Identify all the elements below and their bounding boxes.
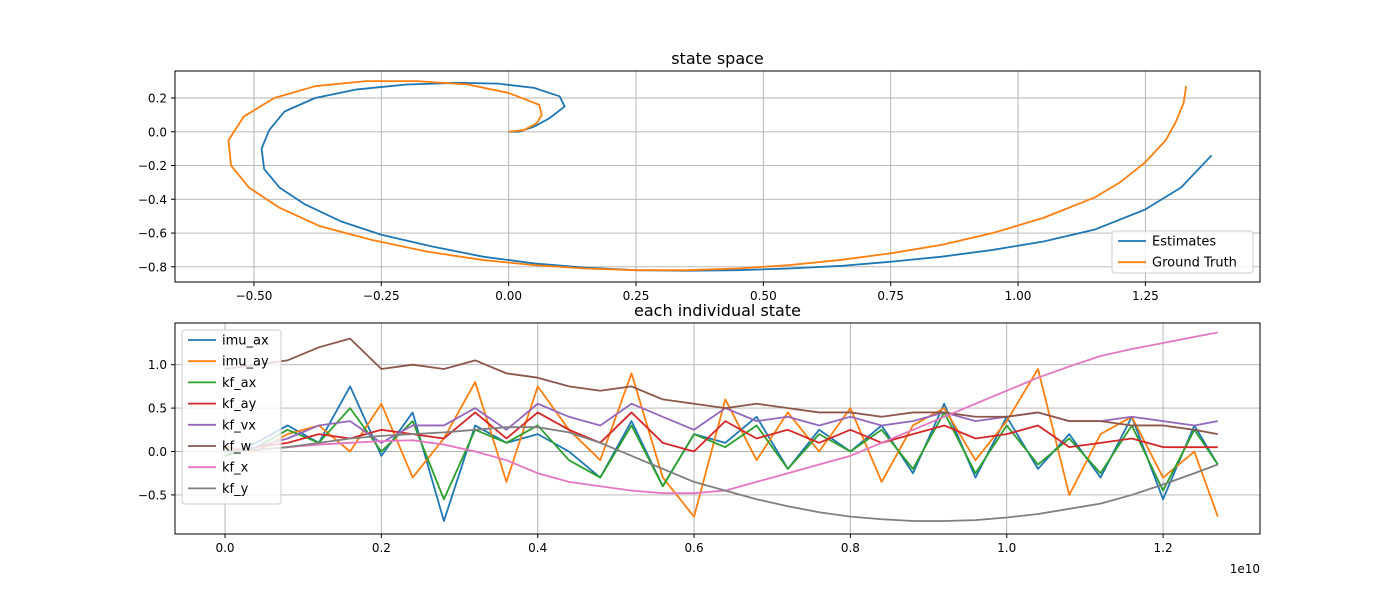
- y-tick-label: −0.4: [138, 193, 167, 207]
- legend-box: [181, 329, 282, 505]
- chart-title: each individual state: [634, 301, 801, 320]
- legend-label: imu_ay: [222, 355, 269, 370]
- individual-state-axes: 0.0 0.2 0.4 0.6 0.8 1.0 1.2 1.0 0.5 0.0 −0.5 each i…: [138, 301, 1261, 576]
- legend-label: kf_ay: [222, 397, 257, 412]
- axes-frame: [174, 70, 1261, 283]
- x-tick-label: 0.8: [841, 541, 860, 555]
- x-tick-label: 0.50: [750, 289, 777, 303]
- y-tick-label: −0.5: [138, 488, 167, 502]
- series-lines: [227, 80, 1213, 272]
- y-tick-label: −0.8: [138, 260, 167, 274]
- y-tick-label: 0.0: [148, 125, 167, 139]
- legend: imu_ax imu_ay kf_ax kf_ay kf_vx kf_w kf_x kf_y: [181, 329, 282, 505]
- series-line-kf-y: [224, 426, 1219, 522]
- x-tick-label: 0.75: [877, 289, 904, 303]
- legend-label: imu_ax: [222, 334, 269, 349]
- x-tick-label: 1.2: [1154, 541, 1173, 555]
- x-tick-label: 0.00: [495, 289, 522, 303]
- legend-label: kf_ax: [222, 376, 257, 391]
- chart-title: state space: [671, 49, 764, 68]
- legend-label: kf_y: [222, 482, 249, 497]
- x-tick-label: 1.25: [1132, 289, 1159, 303]
- x-tick-label: 0.0: [215, 541, 234, 555]
- legend-label: kf_x: [222, 461, 249, 476]
- x-tick-label: −0.25: [363, 289, 400, 303]
- x-tick-label: 0.25: [623, 289, 650, 303]
- series-line-estimates: [260, 81, 1213, 272]
- state-space-axes: −0.50 −0.25 0.00 0.25 0.50 0.75 1.00 1.25 0.2 0.0…: [138, 49, 1261, 303]
- y-tick-label: −0.6: [138, 227, 167, 241]
- legend-label: kf_vx: [222, 418, 256, 433]
- series-line-imu-ay: [224, 368, 1219, 518]
- series-line-kf-ay: [224, 411, 1218, 453]
- axes-frame: [174, 322, 1261, 535]
- y-tick-label: 0.2: [148, 92, 167, 106]
- x-axis-multiplier: 1e10: [1230, 562, 1260, 576]
- legend-label: Estimates: [1152, 235, 1216, 250]
- x-tick-label: 1.00: [1005, 289, 1032, 303]
- legend: Estimates Ground Truth: [1111, 230, 1254, 274]
- legend-label: kf_w: [222, 440, 252, 455]
- legend-label: Ground Truth: [1152, 256, 1237, 271]
- y-tick-label: 1.0: [148, 358, 167, 372]
- series-line-ground-truth: [227, 80, 1188, 272]
- legend-box: [1111, 230, 1254, 274]
- x-tick-label: 1.0: [997, 541, 1016, 555]
- x-tick-label: 0.4: [528, 541, 547, 555]
- x-tick-label: 0.2: [372, 541, 391, 555]
- y-tick-label: 0.0: [148, 445, 167, 459]
- x-tick-label: −0.50: [236, 289, 273, 303]
- y-tick-label: 0.5: [148, 402, 167, 416]
- series-line-kf-w: [224, 337, 1218, 436]
- x-tick-label: 0.6: [685, 541, 704, 555]
- y-tick-label: −0.2: [138, 159, 167, 173]
- series-lines: [224, 331, 1219, 522]
